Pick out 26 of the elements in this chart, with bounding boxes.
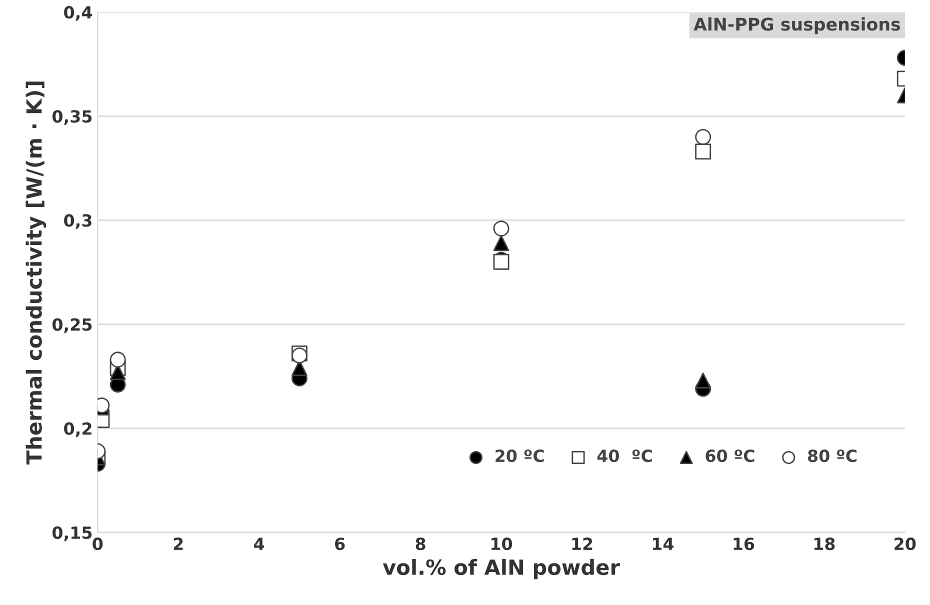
- legend-label: 80 ºC: [808, 450, 857, 462]
- chart-title: AlN-PPG suspensions: [694, 17, 900, 34]
- x-tick-label: 4: [254, 538, 264, 550]
- x-tick-label: 2: [174, 538, 183, 550]
- x-tick-label: 20: [894, 538, 916, 550]
- x-tick-label: 8: [416, 538, 426, 550]
- y-tick-label: 0,2: [64, 422, 92, 438]
- x-tick-label: 14: [653, 538, 674, 550]
- legend-label: 40 ºC: [597, 450, 652, 462]
- y-tick-label: 0,4: [64, 6, 92, 21]
- x-tick-label: 18: [814, 538, 835, 550]
- point: [493, 235, 510, 252]
- legend-label: 20 ºC: [496, 450, 544, 462]
- y-tick-label: 0,35: [52, 110, 92, 125]
- x-tick-label: 10: [492, 538, 512, 550]
- x-tick-label: 12: [572, 538, 592, 550]
- x-tick-label: 0: [92, 538, 103, 550]
- x-tick-label: 6: [335, 538, 345, 550]
- y-tick-label: 0,15: [52, 526, 92, 542]
- legend-label: 60 ºC: [706, 450, 754, 462]
- y-axis-title: Thermal conductivity [W/(m · K)]: [26, 82, 46, 465]
- y-tick-label: 0,25: [52, 318, 92, 333]
- x-axis-title: vol.% of AlN powder: [382, 558, 620, 580]
- point: [695, 372, 712, 388]
- y-tick-label: 0,3: [64, 214, 92, 229]
- x-tick-label: 16: [734, 538, 754, 550]
